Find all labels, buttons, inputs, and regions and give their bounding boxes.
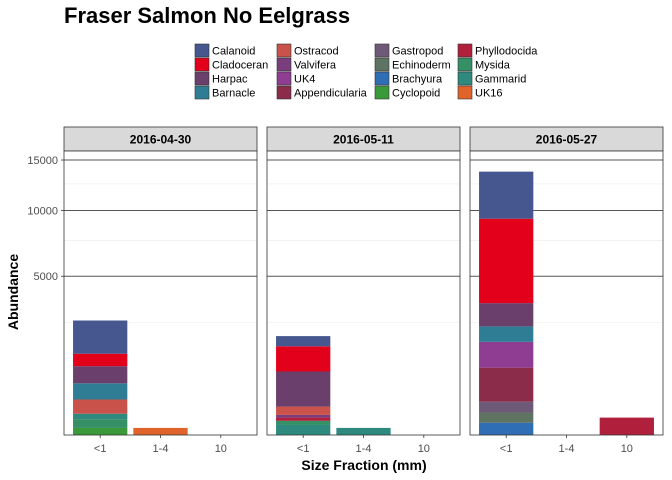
legend-key-appendicularia bbox=[276, 85, 292, 100]
bar-segment-gastropod bbox=[479, 401, 534, 413]
facet-label: 2016-05-27 bbox=[536, 133, 598, 147]
legend-label-valvifera: Valvifera bbox=[294, 60, 337, 72]
legend-key-uk4 bbox=[276, 71, 292, 86]
legend-key-cyclopoid bbox=[374, 85, 390, 100]
y-axis: 5000 10000 15000 bbox=[27, 155, 64, 283]
bar-segment-mysida bbox=[276, 420, 331, 425]
bar-segment-barnacle bbox=[73, 383, 128, 400]
bar-segment-ostracod bbox=[276, 406, 331, 415]
legend-label-harpac: Harpac bbox=[212, 74, 248, 86]
legend-label-ostracod: Ostracod bbox=[294, 46, 339, 58]
legend-label-mysida: Mysida bbox=[475, 60, 511, 72]
legend-label-cyclopoid: Cyclopoid bbox=[392, 88, 440, 100]
legend-key-phyllodocida bbox=[457, 43, 473, 58]
bar-segment-phyllodocida bbox=[276, 417, 331, 421]
legend-label-gastropod: Gastropod bbox=[392, 46, 443, 58]
legend-label-echinoderm: Echinoderm bbox=[392, 60, 451, 72]
bar-segment-harpac bbox=[479, 303, 534, 327]
x-tick-label: <1 bbox=[500, 443, 513, 455]
legend-key-brachyura bbox=[374, 71, 390, 86]
bar-segment-echinoderm bbox=[479, 412, 534, 423]
y-tick-label: 15000 bbox=[27, 155, 58, 167]
bar-segment-calanoid bbox=[479, 171, 534, 219]
bar-segment-cladoceran bbox=[479, 218, 534, 304]
x-tick-label: 10 bbox=[621, 443, 633, 455]
bar-segment-appendicularia bbox=[479, 367, 534, 402]
legend-key-harpac bbox=[194, 71, 210, 86]
x-tick-label: 1-4 bbox=[153, 443, 169, 455]
bar-segment-gammarid bbox=[336, 427, 391, 435]
x-tick-label: 10 bbox=[418, 443, 430, 455]
bar-segment-cladoceran bbox=[276, 346, 331, 372]
legend-key-gastropod bbox=[374, 43, 390, 58]
facet-label: 2016-04-30 bbox=[130, 133, 192, 147]
bar-segment-gammarid bbox=[73, 413, 128, 420]
bar-segment-harpac bbox=[276, 371, 331, 407]
legend-key-ostracod bbox=[276, 43, 292, 58]
legend-label-barnacle: Barnacle bbox=[212, 88, 255, 100]
legend-key-mysida bbox=[457, 57, 473, 72]
facet-panel-2016-05-11: 2016-05-11 <1 1-4 10 bbox=[266, 126, 461, 455]
x-tick-label: <1 bbox=[94, 443, 107, 455]
facet-label: 2016-05-11 bbox=[333, 133, 394, 147]
x-tick-label: 1-4 bbox=[559, 443, 575, 455]
legend-label-uk4: UK4 bbox=[294, 74, 315, 86]
bar-segment-brachyura bbox=[479, 422, 534, 435]
legend-label-appendicularia: Appendicularia bbox=[294, 88, 368, 100]
legend-key-barnacle bbox=[194, 85, 210, 100]
bar-segment-gammarid bbox=[276, 424, 331, 435]
legend-label-gammarid: Gammarid bbox=[475, 74, 526, 86]
facet-panel-2016-04-30: 2016-04-30 <1 1-4 10 bbox=[63, 126, 258, 455]
legend-label-uk16: UK16 bbox=[475, 88, 503, 100]
bar-segment-barnacle bbox=[479, 326, 534, 342]
legend-key-gammarid bbox=[457, 71, 473, 86]
facet-strip bbox=[63, 126, 258, 152]
legend-label-calanoid: Calanoid bbox=[212, 46, 255, 58]
legend-key-uk16 bbox=[457, 85, 473, 100]
bar-segment-calanoid bbox=[276, 336, 331, 347]
legend-key-calanoid bbox=[194, 43, 210, 58]
x-tick-label: 10 bbox=[215, 443, 227, 455]
bar-segment-mysida bbox=[73, 419, 128, 428]
bar-segment-ostracod bbox=[73, 399, 128, 414]
y-axis-title: Abundance bbox=[5, 254, 21, 330]
legend-key-cladoceran bbox=[194, 57, 210, 72]
chart-title: Fraser Salmon No Eelgrass bbox=[64, 3, 350, 28]
x-tick-label: <1 bbox=[297, 443, 310, 455]
y-tick-label: 10000 bbox=[27, 205, 58, 217]
legend-label-phyllodocida: Phyllodocida bbox=[475, 46, 538, 58]
bar-segment-harpac bbox=[73, 366, 128, 384]
legend-label-cladoceran: Cladoceran bbox=[212, 60, 268, 72]
y-tick-label: 5000 bbox=[34, 271, 58, 283]
facet-panel-2016-05-27: 2016-05-27 <1 1-4 10 bbox=[469, 126, 664, 455]
bar-segment-calanoid bbox=[73, 320, 128, 354]
bar-segment-cladoceran bbox=[73, 353, 128, 367]
legend-key-valvifera bbox=[276, 57, 292, 72]
x-axis-title: Size Fraction (mm) bbox=[301, 457, 426, 473]
legend-label-brachyura: Brachyura bbox=[392, 74, 443, 86]
facet-strip bbox=[469, 126, 664, 152]
bar-segment-valvifera bbox=[276, 414, 331, 418]
legend-key-echinoderm bbox=[374, 57, 390, 72]
bar-segment-phyllodocida bbox=[599, 417, 654, 435]
bar-segment-uk4 bbox=[479, 341, 534, 368]
legend: Calanoid Cladoceran Harpac Barnacle Ostracod… bbox=[194, 43, 538, 100]
bar-segment-uk16 bbox=[133, 427, 188, 435]
x-tick-label: 1-4 bbox=[356, 443, 372, 455]
bar-segment-cyclopoid bbox=[73, 427, 128, 435]
